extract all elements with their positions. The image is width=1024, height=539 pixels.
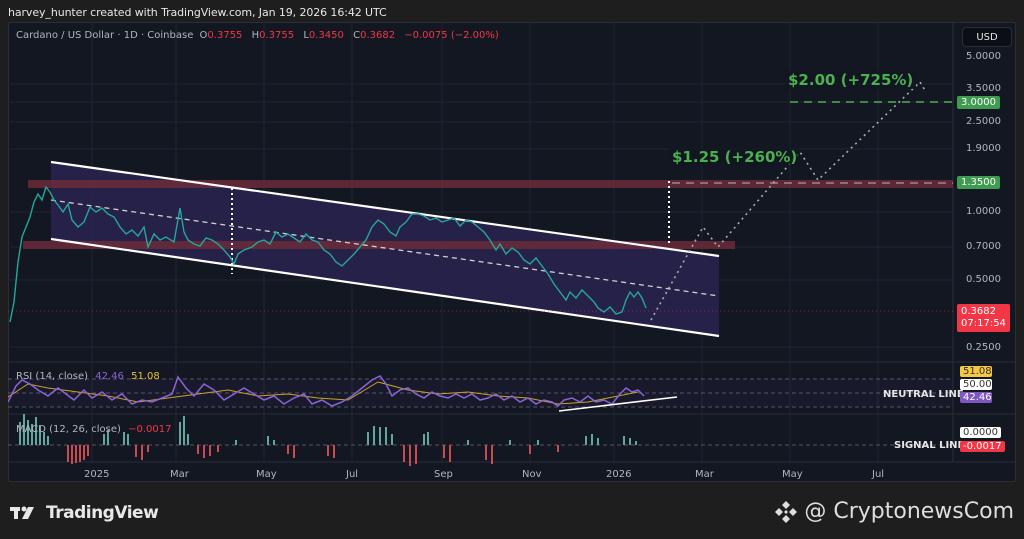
time-tick: Nov (522, 469, 542, 480)
time-tick: May (782, 469, 803, 480)
price-chart[interactable] (8, 22, 1016, 482)
bar-countdown: 07:17:54 (961, 318, 1006, 329)
time-tick: Mar (170, 469, 189, 480)
macd-zero-tag: 0.0000 (960, 427, 1001, 438)
open-value: 0.3755 (207, 30, 243, 41)
binance-logo-icon (775, 500, 798, 523)
rsi-ma-value: 51.08 (131, 371, 160, 382)
open-label: O (199, 30, 208, 41)
brand-name: TradingView (46, 503, 159, 523)
time-tick: Sep (434, 469, 453, 480)
target-mid-tag: 1.3500 (957, 176, 1000, 189)
price-tick: 0.2500 (966, 342, 1001, 353)
rsi-legend: RSI (14, close) 42.46 51.08 (16, 371, 160, 382)
symbol-title: Cardano / US Dollar · 1D · Coinbase (16, 30, 194, 41)
rsi-title: RSI (14, close) (16, 371, 89, 382)
attribution: harvey_hunter created with TradingView.c… (8, 6, 387, 19)
time-tick: 2025 (84, 469, 110, 480)
close-label: C (353, 30, 361, 41)
high-value: 0.3755 (259, 30, 295, 41)
price-tick: 2.5000 (966, 116, 1001, 127)
price-tick: 1.9000 (966, 143, 1001, 154)
low-label: L (303, 30, 309, 41)
macd-title: MACD (12, 26, close) (16, 424, 121, 435)
price-tick: 0.7000 (966, 241, 1001, 252)
watermark-text: @ CryptonewsCom (804, 499, 1014, 524)
last-price-tag: 0.3682 07:17:54 (957, 304, 1010, 332)
target-1-label: $1.25 (+260%) (669, 148, 801, 166)
price-tick: 3.5000 (966, 83, 1001, 94)
rsi-ma-tag: 51.08 (960, 366, 992, 377)
change-value: −0.0075 (−2.00%) (404, 30, 499, 41)
target-high-tag: 3.0000 (957, 96, 1000, 109)
currency-button[interactable]: USD (962, 27, 1012, 47)
price-tick: 5.0000 (966, 51, 1001, 62)
macd-legend: MACD (12, 26, close) −0.0017 (16, 424, 171, 435)
rsi-mid-tag: 50.00 (960, 379, 992, 390)
rsi-value-tag: 42.46 (960, 392, 992, 403)
tradingview-brand: TradingView (10, 503, 159, 523)
high-label: H (251, 30, 260, 41)
neutral-line-label: NEUTRAL LINE (883, 389, 964, 400)
time-tick: Jul (346, 469, 359, 480)
macd-value: −0.0017 (128, 424, 172, 435)
low-value: 0.3450 (308, 30, 344, 41)
symbol-legend: Cardano / US Dollar · 1D · Coinbase O0.3… (16, 30, 502, 41)
price-tick: 1.0000 (966, 206, 1001, 217)
time-tick: Jul (872, 469, 885, 480)
rsi-value: 42.46 (95, 371, 124, 382)
time-tick: May (256, 469, 277, 480)
tradingview-logo-icon (10, 506, 34, 519)
target-2-label: $2.00 (+725%) (785, 71, 917, 89)
close-value: 0.3682 (360, 30, 396, 41)
time-tick: Mar (695, 469, 714, 480)
price-tick: 0.5000 (966, 274, 1001, 285)
signal-line-label: SIGNAL LINE (894, 440, 965, 451)
last-price: 0.3682 (961, 306, 996, 317)
watermark: @ CryptonewsCom (774, 499, 1014, 524)
time-tick: 2026 (606, 469, 632, 480)
macd-hist-tag: -0.0017 (960, 441, 1005, 452)
